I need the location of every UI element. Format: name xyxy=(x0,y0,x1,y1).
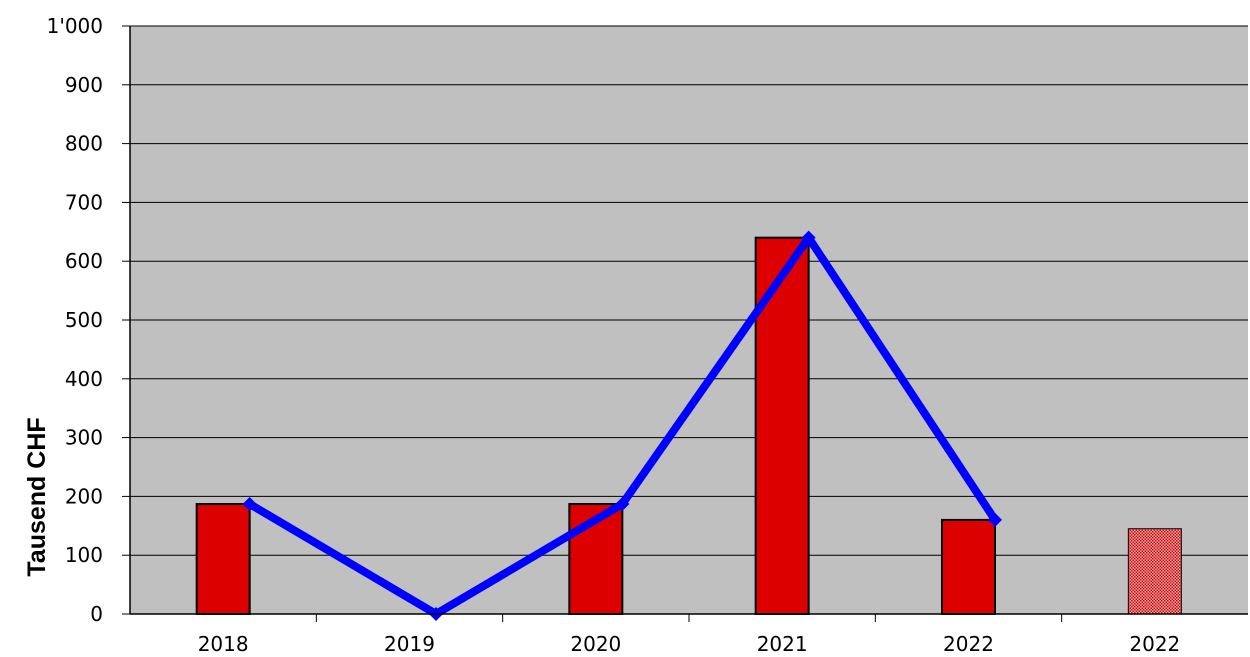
y-tick-label: 1'000 xyxy=(47,14,103,38)
axes xyxy=(122,25,1248,622)
y-tick-labels: 0 100 200 300 400 500 600 700 800 900 1'000 xyxy=(47,14,103,626)
y-tick-label: 100 xyxy=(65,543,103,567)
gridlines xyxy=(130,25,1248,556)
y-tick-label: 200 xyxy=(65,484,103,508)
y-tick-label: 700 xyxy=(65,190,103,214)
series-marker xyxy=(988,512,1002,527)
y-tick-label: 600 xyxy=(65,249,103,273)
x-tick-labels: 2018 2019 2020 2021 2022 2022 xyxy=(198,632,1181,656)
y-tick-label: 900 xyxy=(65,73,103,97)
x-tick-label: 2018 xyxy=(198,632,249,656)
series-marker xyxy=(615,497,630,512)
y-tick-label: 0 xyxy=(90,602,103,626)
y-tick-label: 300 xyxy=(65,426,103,450)
x-tick-label: 2022 xyxy=(1129,632,1180,656)
line-series xyxy=(242,230,1002,621)
bar xyxy=(195,503,251,616)
series-marker xyxy=(242,497,257,512)
y-axis-title: Tausend CHF xyxy=(23,417,51,576)
bar xyxy=(754,236,810,615)
x-tick-label: 2021 xyxy=(757,632,808,656)
x-tick-label: 2020 xyxy=(570,632,621,656)
x-tick-label: 2022 xyxy=(943,632,994,656)
y-tick-label: 400 xyxy=(65,367,103,391)
y-tick-label: 800 xyxy=(65,132,103,156)
y-tick-label: 500 xyxy=(65,308,103,332)
bar xyxy=(941,518,996,615)
x-tick-label: 2019 xyxy=(384,632,435,656)
bar xyxy=(1127,528,1182,615)
series-marker xyxy=(801,230,816,245)
